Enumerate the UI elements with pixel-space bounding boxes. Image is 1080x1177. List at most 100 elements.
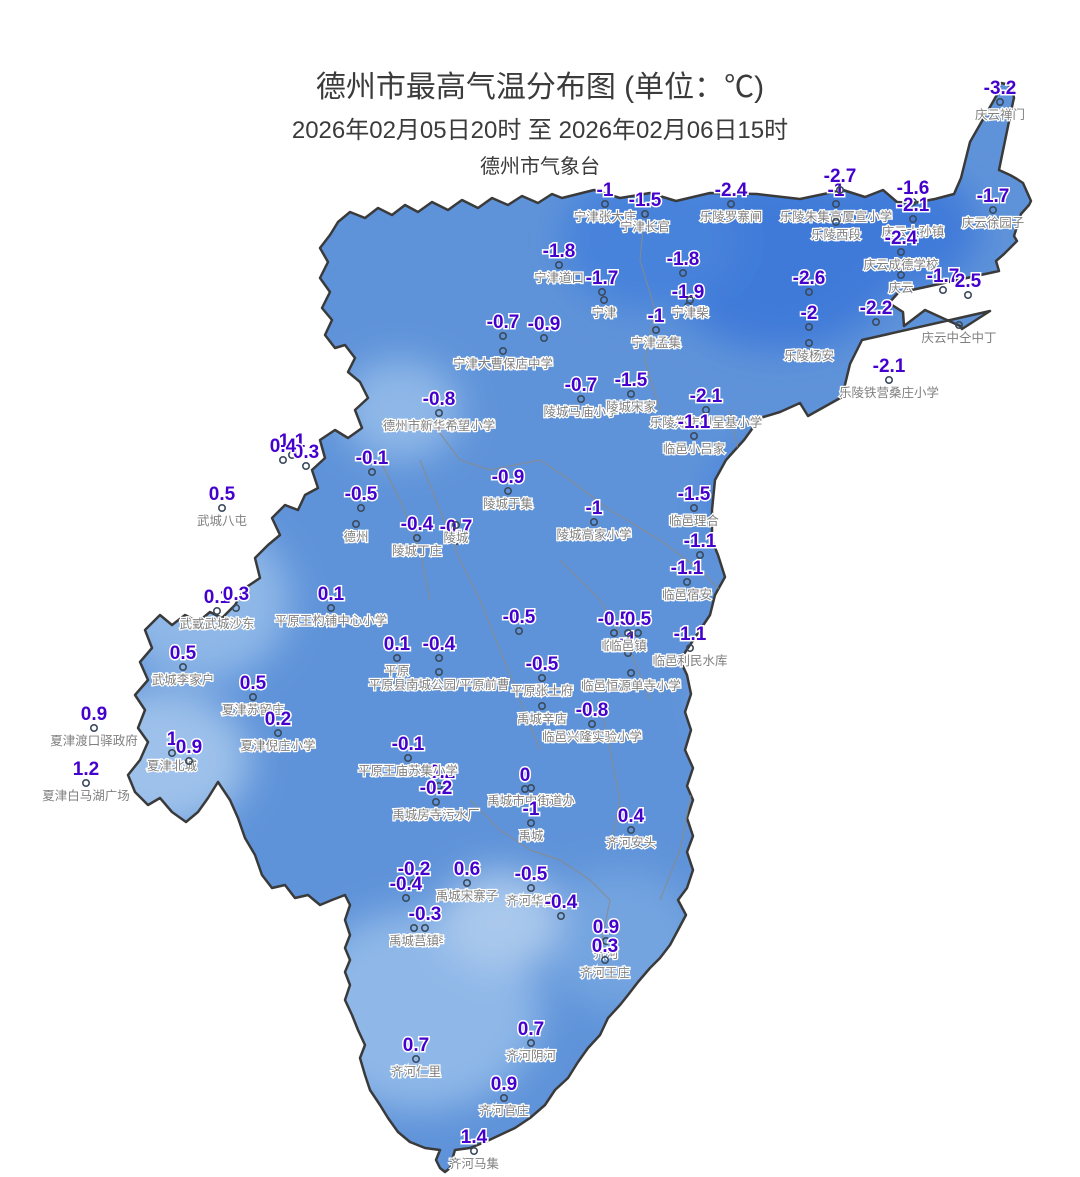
- svg-text:0.6: 0.6: [454, 859, 480, 880]
- svg-text:-0.9: -0.9: [492, 467, 525, 488]
- svg-text:-1.9: -1.9: [672, 282, 705, 303]
- svg-text:0.9: 0.9: [593, 917, 619, 938]
- svg-text:临邑小吕家: 临邑小吕家: [663, 441, 726, 456]
- svg-text:乐陵西段: 乐陵西段: [811, 227, 861, 242]
- svg-text:宁津道口: 宁津道口: [534, 270, 584, 285]
- svg-text:齐河王庄: 齐河王庄: [580, 965, 630, 980]
- svg-text:平原张士府: 平原张士府: [511, 683, 574, 698]
- svg-text:庆云: 庆云: [888, 281, 913, 295]
- svg-text:-1.8: -1.8: [667, 249, 700, 270]
- svg-text:0.5: 0.5: [209, 484, 236, 505]
- svg-text:-2.6: -2.6: [793, 268, 826, 289]
- svg-text:0.3: 0.3: [293, 442, 319, 463]
- svg-text:武戜武城沙东: 武戜武城沙东: [179, 616, 254, 631]
- svg-text:齐河马集: 齐河马集: [449, 1156, 500, 1171]
- svg-text:0.7: 0.7: [403, 1035, 429, 1056]
- svg-text:宁津: 宁津: [591, 305, 616, 320]
- svg-text:武城八屯: 武城八屯: [197, 514, 248, 528]
- svg-text:-1.5: -1.5: [629, 190, 662, 211]
- svg-text:-1: -1: [523, 799, 540, 820]
- svg-text:平原县南城公园/平原前曹: 平原县南城公园/平原前曹: [369, 677, 510, 692]
- svg-text:陵城: 陵城: [443, 531, 469, 545]
- svg-text:齐河仁里: 齐河仁里: [391, 1064, 441, 1079]
- svg-text:临邑镇: 临邑镇: [609, 639, 647, 653]
- svg-text:2.5: 2.5: [955, 271, 982, 292]
- svg-text:平原王杓铺中心小学: 平原王杓铺中心小学: [275, 613, 388, 628]
- svg-text:临邑兴隆实验小学: 临邑兴隆实验小学: [542, 729, 642, 744]
- svg-text:禹城: 禹城: [518, 829, 544, 843]
- svg-text:0.1: 0.1: [318, 584, 345, 605]
- svg-text:平原: 平原: [384, 664, 409, 678]
- svg-text:-0.7: -0.7: [565, 375, 598, 396]
- svg-text:0.9: 0.9: [81, 704, 107, 725]
- svg-text:庆云禅门: 庆云禅门: [975, 107, 1025, 122]
- svg-text:夏津渡口驿政府: 夏津渡口驿政府: [50, 733, 138, 748]
- svg-text:-1: -1: [648, 306, 665, 327]
- svg-text:临邑利民水库: 临邑利民水库: [652, 653, 727, 668]
- svg-text:德州: 德州: [343, 529, 368, 544]
- svg-text:-2: -2: [801, 303, 818, 324]
- svg-text:-0.4: -0.4: [390, 874, 423, 895]
- svg-text:-1.1: -1.1: [678, 412, 711, 433]
- svg-text:陵城宋家: 陵城宋家: [606, 399, 657, 414]
- svg-text:-3.2: -3.2: [984, 78, 1017, 99]
- svg-text:-2.1: -2.1: [873, 356, 906, 377]
- svg-text:夏津白马湖广场: 夏津白马湖广场: [42, 788, 130, 803]
- svg-text:-2.2: -2.2: [860, 298, 893, 319]
- svg-text:0.5: 0.5: [625, 609, 652, 630]
- svg-text:-2.4: -2.4: [885, 228, 918, 249]
- svg-text:禹城房寺污水厂: 禹城房寺污水厂: [392, 807, 480, 822]
- svg-text:平原王庙苏集小学: 平原王庙苏集小学: [358, 763, 458, 778]
- svg-text:-0.9: -0.9: [528, 314, 561, 335]
- svg-text:1.4: 1.4: [461, 1127, 488, 1148]
- svg-text:0.3: 0.3: [592, 936, 618, 957]
- svg-text:德州市新华希望小学: 德州市新华希望小学: [383, 418, 496, 433]
- svg-text:-0.2: -0.2: [420, 778, 453, 799]
- svg-text:1.2: 1.2: [73, 759, 99, 780]
- svg-text:-0.5: -0.5: [345, 484, 378, 505]
- svg-text:0.4: 0.4: [618, 806, 645, 827]
- svg-text:0: 0: [520, 765, 531, 786]
- svg-text:宁津长官: 宁津长官: [620, 219, 670, 234]
- svg-text:0.1: 0.1: [384, 634, 411, 655]
- svg-text:-0.8: -0.8: [576, 700, 609, 721]
- svg-text:陵城于集: 陵城于集: [483, 496, 534, 511]
- svg-text:-0.5: -0.5: [515, 864, 548, 885]
- svg-text:临邑宿安: 临邑宿安: [662, 587, 712, 602]
- svg-text:临邑恒源单寺小学: 临邑恒源单寺小学: [581, 678, 681, 693]
- svg-text:齐河官庄: 齐河官庄: [479, 1103, 529, 1118]
- svg-text:庆云中仝中丁: 庆云中仝中丁: [921, 330, 996, 345]
- svg-text:-1.7: -1.7: [586, 268, 619, 289]
- svg-text:-2.1: -2.1: [897, 195, 930, 216]
- svg-text:禹城莒镇: 禹城莒镇: [389, 934, 439, 948]
- svg-text:齐河阴河: 齐河阴河: [506, 1048, 557, 1063]
- svg-text:临邑理合: 临邑理合: [669, 513, 720, 528]
- svg-text:武城李家户: 武城李家户: [152, 672, 215, 687]
- svg-text:庆云徐园子: 庆云徐园子: [962, 215, 1025, 230]
- svg-text:0.4: 0.4: [270, 436, 297, 457]
- svg-text:禹城宋寨子: 禹城宋寨子: [436, 888, 499, 903]
- svg-text:陵城高家小学: 陵城高家小学: [556, 527, 631, 542]
- svg-text:-2.1: -2.1: [690, 386, 723, 407]
- svg-text:夏津北城: 夏津北城: [147, 759, 198, 773]
- svg-text:禹城辛店: 禹城辛店: [517, 712, 567, 726]
- svg-text:-0.7: -0.7: [487, 312, 520, 333]
- svg-text:0.7: 0.7: [518, 1019, 544, 1040]
- svg-text:-0.4: -0.4: [423, 634, 456, 655]
- svg-text:乐陵铁营桑庄小学: 乐陵铁营桑庄小学: [839, 385, 939, 400]
- svg-text:齐河安头: 齐河安头: [606, 835, 656, 850]
- svg-text:宁津孟集: 宁津孟集: [631, 335, 682, 350]
- svg-text:乐陵朱集高厦宣小学: 乐陵朱集高厦宣小学: [780, 209, 893, 224]
- svg-text:-0.5: -0.5: [526, 654, 559, 675]
- svg-text:0.9: 0.9: [176, 737, 202, 758]
- svg-text:-1.5: -1.5: [678, 484, 711, 505]
- svg-text:-2.4: -2.4: [715, 180, 748, 201]
- svg-text:夏津倪庄小学: 夏津倪庄小学: [240, 738, 315, 753]
- svg-text:-1.1: -1.1: [684, 531, 717, 552]
- svg-text:宁津柴: 宁津柴: [671, 305, 709, 320]
- svg-text:乐陵罗寨闸: 乐陵罗寨闸: [700, 209, 763, 224]
- svg-text:0.2: 0.2: [265, 709, 291, 730]
- svg-text:0.5: 0.5: [170, 643, 197, 664]
- svg-text:-0.4: -0.4: [401, 514, 434, 535]
- svg-text:0.5: 0.5: [240, 673, 267, 694]
